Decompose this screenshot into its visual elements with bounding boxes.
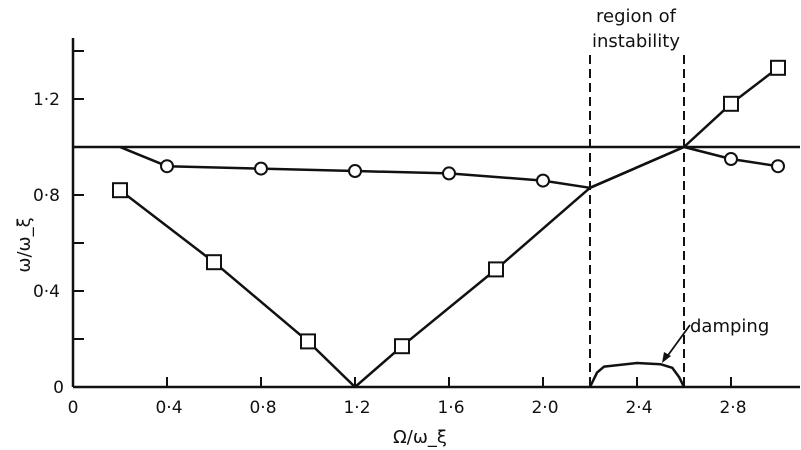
axes — [71, 38, 800, 389]
y-tick-label: 0·8 — [33, 186, 60, 206]
y-tick-label: 0·4 — [33, 282, 60, 302]
region-annotation-line1: region of — [596, 6, 677, 27]
x-tick-label: 0 — [68, 398, 79, 418]
region-annotation-line2: instability — [592, 31, 680, 52]
y-tick-label: 1·2 — [33, 90, 60, 110]
series-1-line — [119, 66, 779, 389]
x-tick-label: 0·4 — [155, 398, 182, 418]
square-marker — [488, 261, 504, 278]
series-0-line — [119, 145, 779, 190]
plot-area — [73, 55, 800, 389]
x-tick-label: 2·4 — [625, 398, 652, 418]
circle-marker — [724, 152, 738, 166]
square-marker — [206, 254, 222, 271]
y-tick-label: 0 — [53, 378, 64, 398]
x-tick-label: 0·8 — [249, 398, 276, 418]
circle-marker — [254, 161, 268, 176]
x-tick-label: 1·6 — [437, 398, 464, 418]
x-tick-label: 2·0 — [531, 398, 558, 418]
square-marker — [770, 59, 786, 76]
x-tick-label: 2·8 — [719, 398, 746, 418]
damping-line — [588, 361, 686, 388]
circle-marker — [348, 164, 362, 178]
damping-annotation: damping — [690, 316, 769, 337]
square-marker — [300, 333, 316, 350]
circle-marker — [771, 159, 785, 174]
x-axis-label: Ω/ω_ξ — [393, 427, 447, 448]
circle-marker — [160, 159, 174, 174]
circle-marker — [442, 166, 456, 181]
square-marker — [112, 182, 128, 199]
square-marker — [394, 338, 410, 355]
ticks: 0 0·4 0·8 1·2 1·6 2·0 2·4 2·8 0 0·4 0·8 1·2 — [33, 50, 747, 418]
circle-marker — [536, 173, 550, 188]
square-marker — [723, 95, 739, 112]
x-tick-label: 1·2 — [343, 398, 370, 418]
y-axis-label: ω/ω_ξ — [14, 217, 35, 272]
damping-arrow — [662, 324, 691, 363]
